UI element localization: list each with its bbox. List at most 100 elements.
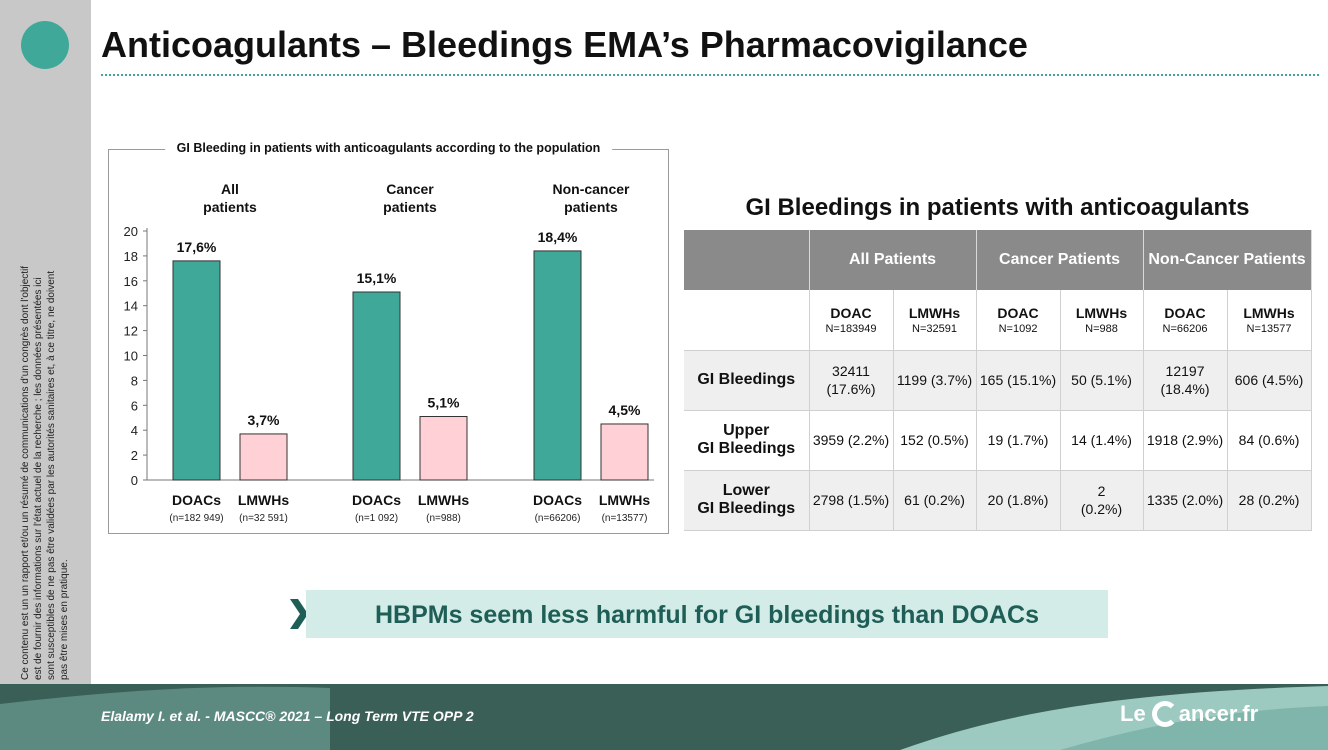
header-group-cell: Non-Cancer Patients: [1143, 230, 1312, 290]
x-sample-size-label: (n=66206): [535, 513, 581, 524]
cell-value: 50 (5.1%): [1071, 372, 1132, 388]
table-cell: 84 (0.6%): [1227, 410, 1312, 471]
logo-c-icon: [1151, 701, 1178, 728]
y-tick-label: 20: [124, 224, 138, 239]
cell-value: 28 (0.2%): [1238, 492, 1300, 508]
table-row: GI Bleedings 32411 (17.6%) 1199 (3.7%) 165 (…: [684, 350, 1312, 411]
group-label: Non-cancer: [552, 181, 630, 197]
table-cell: 3959 (2.2%): [809, 410, 894, 471]
x-category-label: LMWHs: [418, 492, 470, 508]
y-tick-label: 4: [131, 423, 138, 438]
drug-name: DOAC: [830, 304, 872, 321]
table-row: Upper GI Bleedings 3959 (2.2%) 152 (0.5%) 19…: [684, 410, 1312, 471]
table-title: GI Bleedings in patients with anticoagul…: [745, 194, 1250, 221]
table-cell: 1335 (2.0%): [1143, 470, 1228, 531]
bar-doacs: [172, 260, 221, 481]
table-cell: 28 (0.2%): [1227, 470, 1312, 531]
table-cell: 50 (5.1%): [1060, 350, 1144, 411]
row-label: GI Bleedings: [697, 371, 796, 388]
footer-band: [0, 684, 1328, 750]
table-cell: 165 (15.1%): [976, 350, 1061, 411]
row-label: Upper: [723, 422, 770, 439]
bar-chart-panel: 0 2 4 6 8 10 12 14 16 18 20 All patients 17,6% DOACs (n…: [108, 141, 669, 534]
group-label: patients: [383, 199, 437, 215]
y-tick-label: 10: [124, 349, 138, 364]
cell-value: 61 (0.2%): [904, 492, 965, 508]
y-tick-label: 2: [131, 448, 138, 463]
group-label: All: [221, 181, 239, 197]
row-label: Lower: [722, 482, 770, 499]
header-empty-cell: [684, 230, 810, 290]
subheader-cell: DOAC N=66206: [1143, 290, 1228, 351]
drug-name: DOAC: [997, 304, 1039, 321]
lecancer-logo[interactable]: Le ancer.fr: [1120, 700, 1258, 734]
x-category-label: DOACs: [533, 492, 582, 508]
group-label: patients: [564, 199, 618, 215]
cell-value: 32411: [832, 363, 870, 379]
table-cell: 14 (1.4%): [1060, 410, 1144, 471]
x-category-label: DOACs: [172, 492, 221, 508]
table-cell: 606 (4.5%): [1227, 350, 1312, 411]
row-label: GI Bleedings: [697, 440, 796, 457]
chevron-right-icon: [290, 599, 308, 629]
table-cell: 12197 (18.4%): [1143, 350, 1228, 411]
table-cell: 61 (0.2%): [893, 470, 977, 531]
table-row: Lower GI Bleedings 2798 (1.5%) 61 (0.2%) 20 …: [684, 470, 1312, 531]
header-group-cell: Cancer Patients: [976, 230, 1144, 290]
disclaimer-text: Ce contenu est un un rapport et/ou un ré…: [20, 265, 70, 680]
cell-value: 165 (15.1%): [979, 372, 1057, 388]
bar-lmwhs: [419, 416, 468, 481]
cell-value: 1335 (2.0%): [1146, 492, 1224, 508]
x-category-label: LMWHs: [238, 492, 290, 508]
bar-value-label: 17,6%: [177, 239, 217, 255]
x-category-label: DOACs: [352, 492, 401, 508]
table-cell: 2798 (1.5%): [809, 470, 894, 531]
gi-bleedings-table: All Patients Cancer Patients Non-Cancer Pa…: [684, 230, 1312, 531]
subheader-cell: LMWHs N=988: [1060, 290, 1144, 351]
row-label: GI Bleedings: [697, 500, 796, 517]
row-label-cell: Upper GI Bleedings: [684, 410, 810, 471]
bar-value-label: 18,4%: [538, 229, 578, 245]
bar-value-label: 5,1%: [428, 395, 460, 411]
subheader-empty-cell: [684, 290, 810, 351]
y-tick-label: 14: [124, 299, 138, 314]
cell-value: 1199 (3.7%): [896, 372, 973, 388]
y-tick-label: 8: [131, 373, 138, 388]
bar-lmwhs: [600, 423, 649, 481]
x-sample-size-label: (n=32 591): [239, 513, 288, 524]
logo-suffix: ancer.fr: [1178, 701, 1259, 727]
subheader-cell: DOAC N=183949: [809, 290, 894, 351]
bar-value-label: 15,1%: [357, 270, 397, 286]
table-header-row: All Patients Cancer Patients Non-Cancer Pa…: [684, 230, 1312, 290]
sample-size: N=1092: [998, 322, 1038, 335]
group-label: Cancer: [386, 181, 434, 197]
table-cell: 2 (0.2%): [1060, 470, 1144, 531]
cell-value: 84 (0.6%): [1238, 432, 1300, 448]
x-sample-size-label: (n=1 092): [355, 513, 398, 524]
x-sample-size-label: (n=13577): [602, 513, 648, 524]
sample-size: N=32591: [912, 322, 957, 335]
drug-name: DOAC: [1164, 304, 1206, 321]
cell-value: 2798 (1.5%): [812, 492, 890, 508]
cell-value: 12197: [1165, 363, 1205, 379]
sample-size: N=13577: [1246, 322, 1292, 335]
subheader-cell: DOAC N=1092: [976, 290, 1061, 351]
y-tick-label: 18: [124, 249, 138, 264]
sample-size: N=66206: [1162, 322, 1208, 335]
chart-title: GI Bleeding in patients with anticoagula…: [164, 141, 613, 155]
bar-doacs: [352, 291, 401, 481]
table-cell: 19 (1.7%): [976, 410, 1061, 471]
y-tick-label: 16: [124, 274, 138, 289]
table-cell: 1199 (3.7%): [893, 350, 977, 411]
table-cell: 1918 (2.9%): [1143, 410, 1228, 471]
cell-value: 19 (1.7%): [987, 432, 1049, 448]
conclusion-text: HBPMs seem less harmful for GI bleedings…: [374, 601, 1040, 629]
citation: Elalamy I. et al. - MASCC® 2021 – Long T…: [101, 708, 474, 724]
side-panel: Ce contenu est un un rapport et/ou un ré…: [0, 0, 91, 690]
cell-value: (0.2%): [1080, 501, 1123, 517]
sample-size: N=183949: [825, 322, 877, 335]
row-label-cell: Lower GI Bleedings: [684, 470, 810, 531]
bar-lmwhs: [239, 433, 288, 481]
bar-value-label: 3,7%: [248, 412, 280, 428]
cell-value: 152 (0.5%): [900, 432, 969, 448]
